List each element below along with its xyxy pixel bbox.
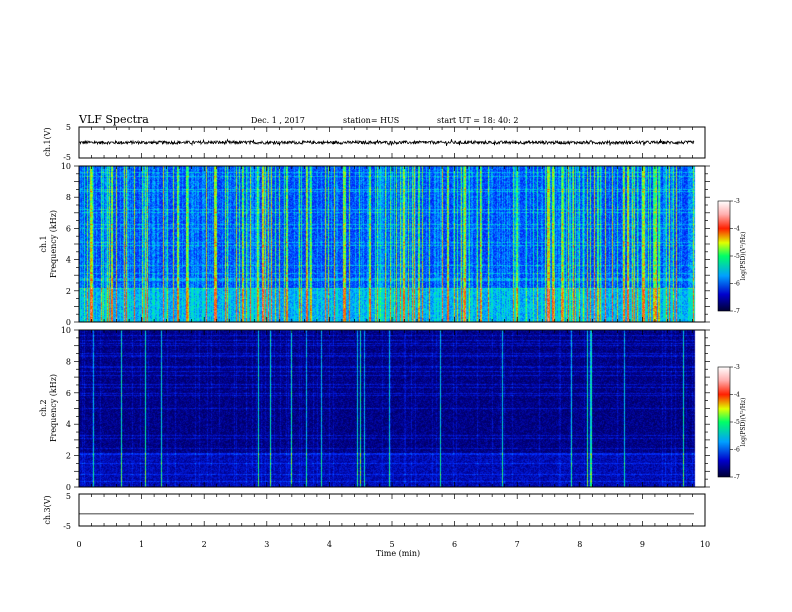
colorbar-tick-label: -4 [734, 392, 740, 399]
colorbar-tick-label: -5 [734, 419, 740, 426]
x-tick-label: 9 [640, 540, 645, 549]
ch3-waveform-panel: 5 -5 ch.3(V) [43, 492, 706, 531]
colorbar-tick-label: -6 [734, 447, 740, 454]
ch1-spec-ylabel-freq: Frequency (kHz) [49, 210, 58, 278]
x-tick-label: 8 [577, 540, 582, 549]
ch1-waveform-panel: 5 -5 ch.1(V) [43, 123, 706, 162]
y-tick-label: 0 [66, 318, 71, 327]
y-tick-label: 4 [66, 256, 71, 265]
colorbar-tick-label: -7 [734, 308, 740, 315]
ch1-ytick-top: 5 [66, 123, 71, 132]
colorbar-tick-label: -3 [734, 364, 740, 371]
x-axis-tick-labels: 0 1 2 3 4 5 6 7 8 9 10 [76, 540, 710, 549]
station-label: station= HUS [343, 116, 399, 125]
y-tick-label: 0 [66, 483, 71, 492]
colorbar-tick-label: -3 [734, 198, 740, 205]
ch1-waveform-line [78, 138, 695, 147]
ch1-colorbar: -3 -4 -5 -6 -7 log(PSD)(V²/Hz) [717, 198, 747, 315]
y-tick-label: 10 [61, 326, 71, 335]
start-time-label: start UT = 18: 40: 2 [437, 116, 518, 125]
ch2-spectrogram-image [79, 330, 705, 487]
y-tick-label: 2 [66, 452, 71, 461]
y-tick-label: 6 [66, 224, 71, 233]
colorbar-tick-label: -6 [734, 281, 740, 288]
figure-title: VLF Spectra [78, 113, 149, 126]
y-tick-label: 6 [66, 389, 71, 398]
ch1-ytick-bottom: -5 [63, 153, 71, 162]
x-tick-label: 4 [327, 540, 332, 549]
y-tick-label: 2 [66, 287, 71, 296]
date-label: Dec. 1 , 2017 [251, 116, 305, 125]
ch3-ylabel: ch.3(V) [43, 495, 52, 524]
ch2-colorbar-label: log(PSD)(V²/Hz) [740, 398, 747, 447]
y-tick-label: 8 [66, 357, 71, 366]
colorbar-tick-label: -7 [734, 474, 740, 481]
x-tick-label: 7 [515, 540, 520, 549]
x-tick-label: 3 [264, 540, 269, 549]
x-tick-label: 0 [76, 540, 81, 549]
ch1-ylabel: ch.1(V) [43, 127, 52, 156]
ch1-spectrogram-panel: 0 2 4 6 8 10 ch.1 Frequency (kHz) -3 -4 -5 -6 -7 … [39, 162, 747, 327]
ch3-ytick-top: 5 [66, 492, 71, 501]
x-tick-label: 5 [389, 540, 394, 549]
ch2-spec-ylabel-freq: Frequency (kHz) [49, 374, 58, 442]
x-tick-label: 1 [139, 540, 144, 549]
colorbar-tick-label: -4 [734, 226, 740, 233]
x-tick-label: 6 [452, 540, 457, 549]
x-tick-label: 2 [202, 540, 207, 549]
y-tick-label: 4 [66, 420, 71, 429]
y-tick-label: 8 [66, 193, 71, 202]
ch2-spec-ylabel: ch.2 [39, 399, 48, 416]
ch2-colorbar: -3 -4 -5 -6 -7 log(PSD)(V²/Hz) [717, 364, 747, 481]
x-tick-label: 10 [700, 540, 710, 549]
ch3-ytick-bottom: -5 [63, 522, 71, 531]
ch1-spectrogram-image [79, 166, 705, 322]
x-axis-label: Time (min) [376, 549, 420, 558]
ch1-colorbar-label: log(PSD)(V²/Hz) [740, 232, 747, 281]
colorbar-tick-label: -5 [734, 253, 740, 260]
ch1-spec-ylabel: ch.1 [39, 235, 48, 252]
ch2-spectrogram-panel: 0 2 4 6 8 10 ch.2 Frequency (kHz) -3 -4 -5 -6 -7 … [39, 326, 747, 492]
y-tick-label: 10 [61, 162, 71, 171]
